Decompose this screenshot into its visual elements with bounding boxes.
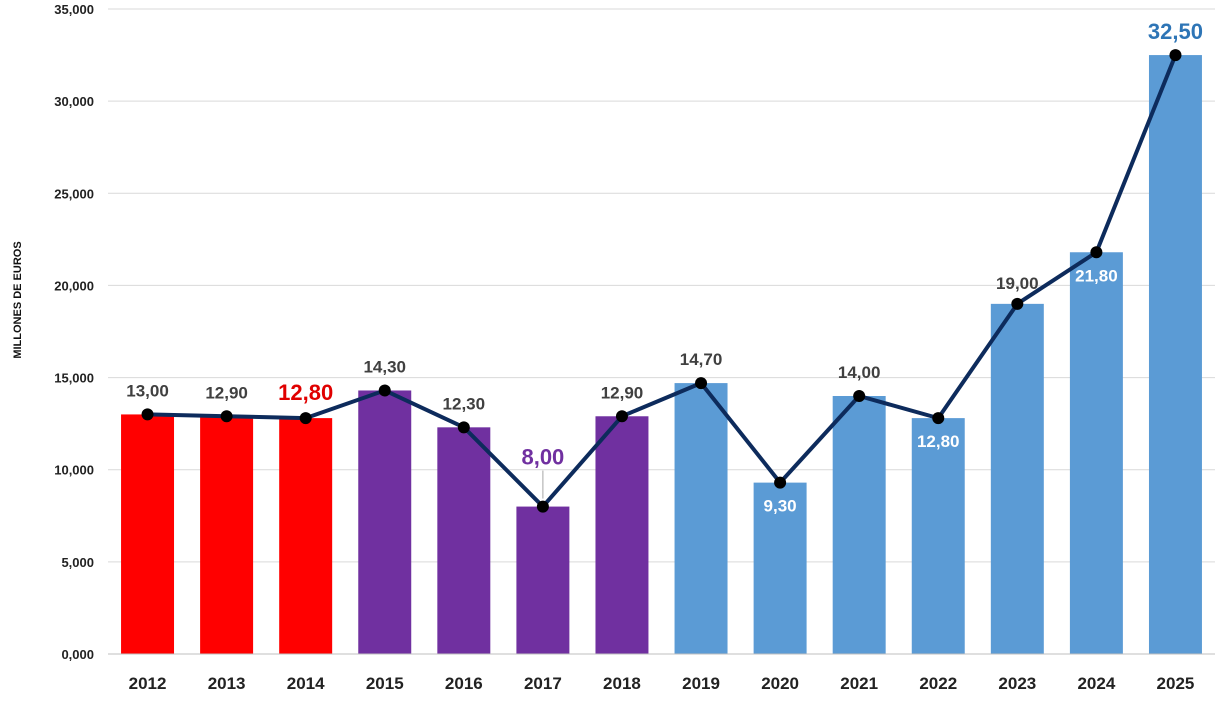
- y-tick-label: 5,000: [61, 555, 94, 570]
- data-label-2023: 19,00: [996, 274, 1039, 293]
- data-label-2018: 12,90: [601, 383, 644, 402]
- data-label-2015: 14,30: [363, 357, 406, 376]
- line-point-2019: [695, 377, 708, 390]
- bar-2019: [674, 383, 728, 654]
- x-tick-label-2019: 2019: [682, 674, 720, 693]
- y-tick-label: 15,000: [54, 371, 94, 386]
- x-tick-label-2016: 2016: [445, 674, 483, 693]
- bar-2024: [1069, 252, 1123, 654]
- x-tick-label-2017: 2017: [524, 674, 562, 693]
- data-label-2024: 21,80: [1075, 266, 1118, 285]
- x-tick-label-2024: 2024: [1077, 674, 1115, 693]
- line-point-2012: [141, 408, 154, 421]
- x-tick-label-2018: 2018: [603, 674, 641, 693]
- line-point-2020: [774, 476, 787, 489]
- y-tick-label: 10,000: [54, 463, 94, 478]
- bar-2021: [832, 396, 886, 654]
- x-tick-label-2013: 2013: [208, 674, 246, 693]
- x-tick-label-2023: 2023: [998, 674, 1036, 693]
- bar-2016: [437, 427, 491, 654]
- bar-2018: [595, 416, 649, 654]
- data-labels: 13,00 12,90 12,80 14,30 12,30 8,00 12,90 14,70 9…: [126, 19, 1203, 516]
- data-label-2021: 14,00: [838, 363, 881, 382]
- line-point-2014: [299, 412, 312, 425]
- y-tick-label: 0,000: [61, 647, 94, 662]
- data-label-2020: 9,30: [764, 497, 797, 516]
- trend-line: [141, 49, 1182, 513]
- y-tick-label: 35,000: [54, 2, 94, 17]
- bar-2013: [200, 416, 254, 654]
- bar-2015: [358, 390, 412, 654]
- y-tick-label: 20,000: [54, 278, 94, 293]
- x-tick-label-2020: 2020: [761, 674, 799, 693]
- bar-2025: [1148, 55, 1202, 655]
- bar-2014: [279, 418, 333, 654]
- data-label-2014: 12,80: [278, 380, 333, 405]
- line-point-2023: [1011, 297, 1024, 310]
- bar-2023: [990, 303, 1044, 654]
- y-axis-label: MILLONES DE EUROS: [12, 241, 24, 358]
- line-point-2015: [378, 384, 391, 397]
- bar-2020: [753, 482, 807, 654]
- data-label-2019: 14,70: [680, 350, 723, 369]
- line-point-2017: [536, 500, 549, 513]
- data-label-2012: 13,00: [126, 381, 169, 400]
- data-label-2022: 12,80: [917, 432, 960, 451]
- line-point-2024: [1090, 246, 1103, 259]
- x-tick-label-2015: 2015: [366, 674, 404, 693]
- data-label-2013: 12,90: [205, 383, 248, 402]
- x-tick-label-2014: 2014: [287, 674, 325, 693]
- line-point-2022: [932, 412, 945, 425]
- y-tick-label: 25,000: [54, 186, 94, 201]
- line-point-2013: [220, 410, 233, 423]
- x-tick-label-2012: 2012: [129, 674, 167, 693]
- data-label-2017: 8,00: [521, 445, 564, 470]
- data-label-2025: 32,50: [1148, 19, 1203, 44]
- line-point-2016: [457, 421, 470, 434]
- line-point-2018: [615, 410, 628, 423]
- y-axis-ticks: 0,000 5,000 10,000 15,000 20,000 25,000 30,000…: [54, 2, 94, 662]
- line-point-2025: [1169, 49, 1182, 62]
- data-label-2016: 12,30: [443, 394, 486, 413]
- bar-2017: [516, 506, 570, 654]
- bars: [121, 55, 1202, 655]
- y-tick-label: 30,000: [54, 94, 94, 109]
- bar-2022: [911, 418, 965, 654]
- bar-2012: [121, 414, 175, 654]
- x-tick-label-2025: 2025: [1157, 674, 1195, 693]
- x-tick-label-2021: 2021: [840, 674, 878, 693]
- line-point-2021: [853, 390, 866, 402]
- x-tick-label-2022: 2022: [919, 674, 957, 693]
- x-axis-ticks: 2012 2013 2014 2015 2016 2017 2018 2019 2020 2021…: [129, 674, 1195, 693]
- trend-line-path: [147, 54, 1178, 509]
